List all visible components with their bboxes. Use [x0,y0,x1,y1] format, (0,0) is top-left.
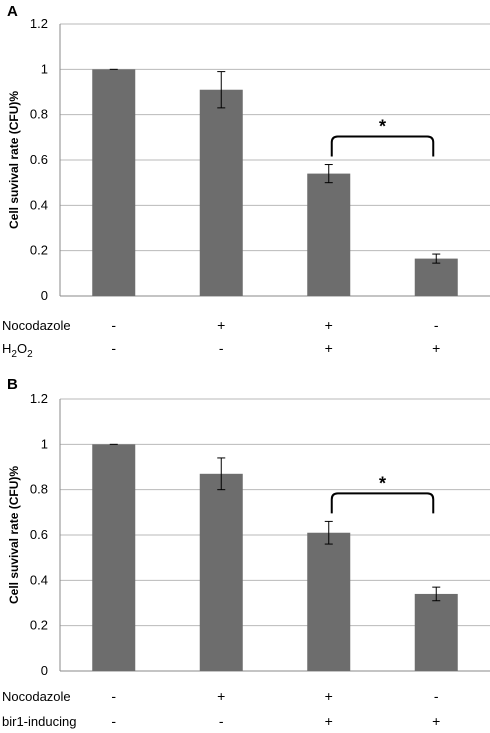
condition-sign: - [434,317,439,333]
condition-name: H [2,341,11,356]
panel-letter: A [7,3,18,20]
condition-sign: + [217,688,225,704]
condition-sign: + [432,713,440,729]
y-tick-label: 1.2 [30,16,48,31]
condition-name: Nocodazole [2,318,71,333]
condition-name: bir1-inducing [2,714,76,729]
y-tick-label: 0 [41,663,48,678]
y-tick-label: 1.2 [30,391,48,406]
bar [199,473,243,671]
significance-star: * [379,117,386,137]
condition-sign: - [111,713,116,729]
condition-name-subscript: 2 [11,349,17,360]
chart-b: B 0 0.2 0.4 0.6 0.8 1 1.2 Cell suvival rate (CFU… [2,376,490,729]
y-tick-label: 0.4 [30,197,48,212]
condition-label: Nocodazole [2,318,71,333]
condition-sign: - [219,713,224,729]
condition-sign: + [217,317,225,333]
y-tick-label: 0.2 [30,618,48,633]
condition-sign: - [111,317,116,333]
y-tick-label: 1 [41,61,48,76]
bar [92,69,136,296]
bar [307,173,351,296]
condition-sign: - [219,340,224,356]
bar [414,258,458,296]
y-tick-label: 1 [41,436,48,451]
condition-sign: - [111,688,116,704]
significance-star: * [379,473,386,493]
y-tick-label: 0 [41,288,48,303]
bar [92,444,136,671]
condition-sign: - [434,688,439,704]
significance-bracket [330,135,435,157]
bar [414,593,458,671]
panel-a: A 0 0.2 0.4 0.6 0.8 1 1.2 Cell suvival rate (CFU… [0,0,490,366]
y-axis-label: Cell suvival rate (CFU)% [7,91,21,229]
bar [199,89,243,296]
condition-label: Nocodazole [2,689,71,704]
condition-sign: + [325,713,333,729]
condition-name-tail: O [17,341,27,356]
condition-sign: + [325,340,333,356]
y-tick-label: 0.8 [30,107,48,122]
condition-sign: - [111,340,116,356]
y-tick-label: 0.6 [30,152,48,167]
condition-sign: + [325,688,333,704]
bar [307,532,351,671]
condition-label: bir1-inducing [2,714,76,729]
y-tick-label: 0.2 [30,243,48,258]
y-tick-label: 0.8 [30,482,48,497]
condition-sign: + [325,317,333,333]
y-tick-label: 0.4 [30,572,48,587]
y-axis-label: Cell suvival rate (CFU)% [7,466,21,604]
panel-letter: B [7,376,18,393]
significance-bracket [330,492,435,514]
y-tick-label: 0.6 [30,527,48,542]
condition-sign: + [432,340,440,356]
panel-b: B 0 0.2 0.4 0.6 0.8 1 1.2 Cell suvival rate (CFU… [0,375,490,733]
condition-name: Nocodazole [2,689,71,704]
condition-name-subscript: 2 [27,349,33,360]
condition-label: H2O2 [2,341,33,360]
chart-a: A 0 0.2 0.4 0.6 0.8 1 1.2 Cell suvival rate (CFU… [2,3,490,360]
